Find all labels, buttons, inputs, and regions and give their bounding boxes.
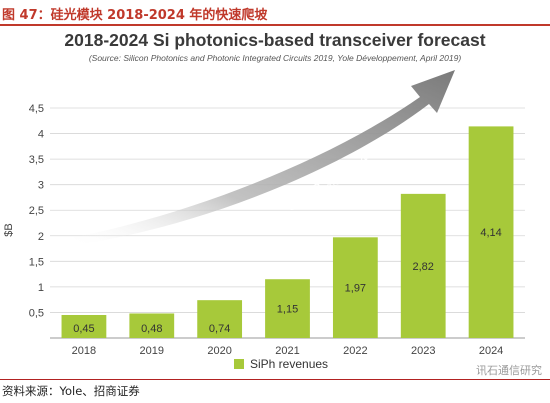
- y-tick-label: 2,5: [29, 205, 44, 217]
- bar: [61, 315, 107, 338]
- x-tick-label: 2024: [479, 345, 503, 357]
- caption-rule: [0, 24, 550, 26]
- figure-caption: 图 47：硅光模块 2018-2024 年的快速爬坡: [2, 8, 268, 23]
- bar: [332, 237, 378, 338]
- chart-subtitle: (Source: Silicon Photonics and Photonic …: [88, 53, 462, 63]
- y-tick-label: 4: [38, 129, 44, 141]
- bar: [129, 313, 175, 338]
- bottom-rule: [0, 379, 550, 380]
- x-tick-label: 2021: [275, 345, 299, 357]
- bar-value-label: 0,45: [73, 323, 94, 335]
- y-tick-label: 3: [38, 180, 44, 192]
- x-tick-label: 2019: [140, 345, 164, 357]
- bar: [197, 300, 243, 338]
- bar-value-label: 4,14: [480, 227, 501, 239]
- y-tick-label: 3,5: [29, 154, 44, 166]
- y-tick-label: 0,5: [29, 307, 44, 319]
- legend-label: SiPh revenues: [250, 357, 329, 371]
- bar-value-label: 0,74: [209, 323, 230, 335]
- x-tick-label: 2023: [411, 345, 435, 357]
- legend: SiPh revenues: [234, 357, 328, 371]
- bar: [468, 126, 514, 339]
- x-tick-labels: 2018 2019 2020 2021 2022 2023 2024: [72, 345, 504, 357]
- bar: [265, 279, 310, 338]
- y-tick-label: 2: [38, 231, 44, 243]
- bars: 0,45 0,48 0,74 1,15 1,97 2,82 4,14: [61, 126, 514, 339]
- bar-value-label: 2,82: [413, 261, 434, 273]
- bar: [400, 193, 446, 338]
- x-tick-label: 2020: [207, 345, 231, 357]
- chart-title: 2018-2024 Si photonics-based transceiver…: [64, 30, 486, 50]
- y-tick-label: 1: [38, 282, 44, 294]
- bar-value-label: 0,48: [141, 323, 162, 335]
- bar-value-label: 1,97: [345, 283, 366, 295]
- watermark: 讯石通信研究: [476, 364, 542, 377]
- source-note: 资料来源：Yole、招商证券: [2, 384, 140, 398]
- x-tick-label: 2018: [72, 345, 96, 357]
- y-tick-label: 1,5: [29, 256, 44, 268]
- y-axis-label: $B: [3, 223, 15, 236]
- growth-arrow-shape: [70, 70, 455, 246]
- growth-arrow: [70, 70, 455, 246]
- x-tick-label: 2022: [343, 345, 367, 357]
- legend-swatch: [234, 359, 244, 369]
- bar-value-label: 1,15: [277, 304, 298, 316]
- y-tick-label: 4,5: [29, 103, 44, 115]
- y-tick-labels: 0,5 1 1,5 2 2,5 3 3,5 4 4,5: [29, 103, 44, 319]
